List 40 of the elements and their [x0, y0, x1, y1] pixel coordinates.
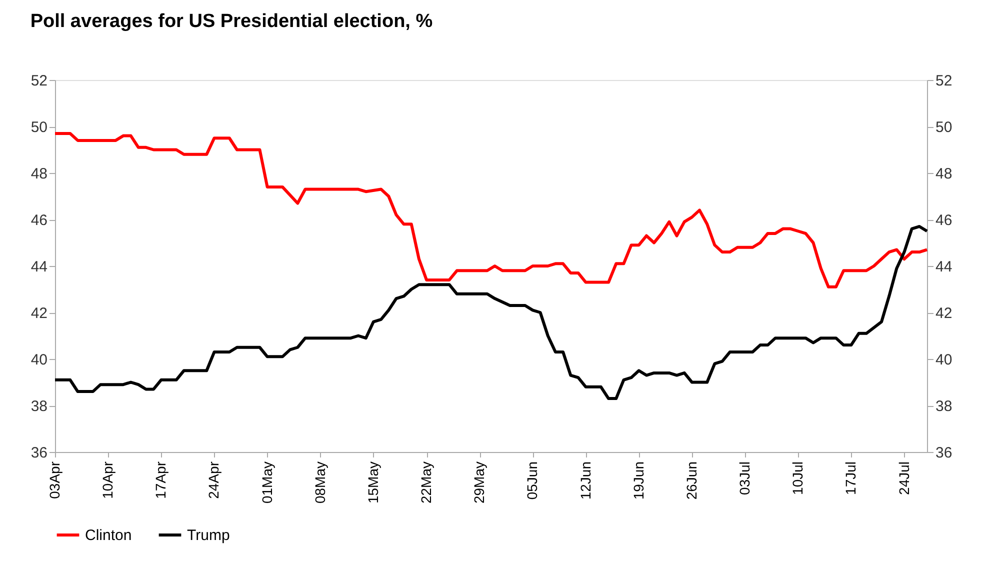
y-tick-label: 46 — [30, 212, 48, 229]
line-series — [54, 224, 928, 400]
x-tick-label: 26Jun — [683, 462, 700, 500]
x-tick-label: 10Apr — [100, 461, 116, 499]
y-tick-label: 36 — [30, 444, 48, 462]
y2-tick-label: 52 — [936, 72, 952, 90]
y2-tick-label: 50 — [936, 119, 952, 136]
y2-tick-label: 38 — [936, 398, 952, 415]
x-tick-label: 03Apr — [46, 461, 62, 499]
y2-tick-label: 46 — [936, 212, 952, 229]
y-tick-label: 50 — [30, 119, 48, 136]
x-tick-label: 01May — [258, 462, 275, 504]
x-tick-label: 17Apr — [152, 461, 169, 499]
x-tick-label: 15May — [364, 462, 381, 504]
x-tick-label: 19Jun — [630, 462, 646, 500]
y-tick-label: 40 — [30, 352, 48, 368]
x-tick-label: 05Jun — [524, 462, 540, 500]
y-tick-label: 48 — [30, 166, 48, 182]
y2-tick-label: 40 — [936, 352, 952, 368]
x-tick-label: 03Jul — [736, 462, 753, 495]
legend-label: Clinton — [85, 527, 132, 544]
y-tick-label: 42 — [30, 305, 48, 322]
y2-tick-label: 42 — [936, 305, 952, 322]
y-tick-label: 38 — [30, 398, 48, 415]
y2-tick-label: 44 — [936, 258, 952, 276]
y2-tick-label: 48 — [936, 166, 952, 182]
x-tick-label: 10Jul — [790, 462, 806, 495]
line-series — [54, 132, 928, 288]
y-tick-label: 44 — [30, 258, 48, 276]
x-tick-label: 12Jun — [577, 462, 594, 500]
x-tick-label: 24Jul — [896, 462, 912, 495]
chart-title: Poll averages for US Presidential election, % — [30, 11, 433, 32]
y2-tick-label: 36 — [936, 444, 952, 462]
x-tick-label: 29May — [471, 462, 488, 504]
x-tick-label: 24Apr — [206, 461, 222, 499]
legend-label: Trump — [187, 527, 230, 544]
x-tick-label: 08May — [312, 462, 328, 504]
x-tick-label: 17Jul — [842, 462, 859, 495]
x-tick-label: 22May — [418, 462, 434, 504]
y-tick-label: 52 — [30, 72, 48, 90]
